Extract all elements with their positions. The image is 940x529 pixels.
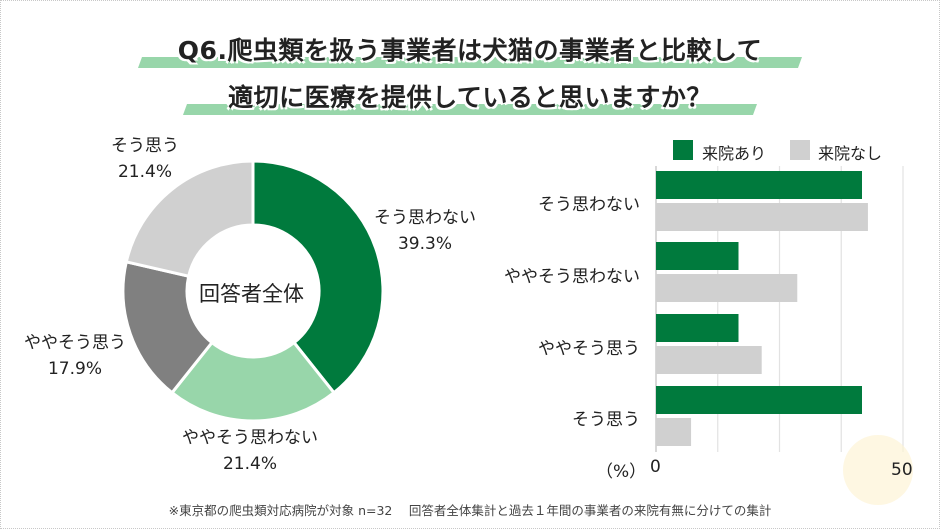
axis-tick-0: 0 <box>650 457 661 477</box>
segment-label: ややそう思う <box>24 333 126 353</box>
segment-label: そう思わない <box>374 208 476 228</box>
legend-label-raiin-nashi: 来院なし <box>818 144 883 163</box>
legend-label-raiin-ari: 来院あり <box>702 144 767 163</box>
segment-percent: 39.3% <box>397 234 452 254</box>
bar-category-label: そう思わない <box>538 195 640 215</box>
donut-segment <box>124 159 255 278</box>
bar <box>656 171 862 199</box>
footnote: ※東京都の爬虫類対応病院が対象 n=32 回答者全体集計と過去１年間の事業者の来… <box>168 503 772 518</box>
bar <box>656 274 798 302</box>
bar <box>656 203 868 231</box>
segment-label: そう思う <box>111 136 179 156</box>
segment-percent: 17.9% <box>47 359 102 379</box>
segment-label: ややそう思わない <box>182 428 318 448</box>
legend-swatch-raiin-nashi <box>790 140 810 160</box>
donut-segment <box>251 159 385 395</box>
watermark-logo <box>843 435 913 505</box>
title-line-1: Q6.爬虫類を扱う事業者は犬猫の事業者と比較して <box>0 31 940 67</box>
axis-unit-label: （%） <box>596 462 647 482</box>
donut-segment <box>169 340 337 423</box>
title-line-2: 適切に医療を提供していると思いますか？ <box>0 78 940 114</box>
bar <box>656 314 739 342</box>
bar <box>656 346 762 374</box>
bar-category-label: そう思う <box>572 410 640 430</box>
segment-percent: 21.4% <box>222 454 277 474</box>
segment-percent: 21.4% <box>117 162 172 182</box>
bar <box>656 418 692 446</box>
donut-center-label: 回答者全体 <box>199 282 304 306</box>
title-text-2: 適切に医療を提供していると思いますか？ <box>228 83 712 112</box>
bar-category-label: ややそう思う <box>538 339 640 359</box>
donut-label-sou-omowanai: そう思わない 39.3% <box>360 205 490 257</box>
donut-chart <box>121 159 385 423</box>
title-text-1: Q6.爬虫類を扱う事業者は犬猫の事業者と比較して <box>177 36 763 65</box>
bar-category-label: ややそう思わない <box>504 267 640 287</box>
legend-swatch-raiin-ari <box>673 140 693 160</box>
bar <box>656 242 739 270</box>
donut-label-sou-omou: そう思う 21.4% <box>95 133 195 185</box>
donut-label-yaya-sou-omowanai: ややそう思わない 21.4% <box>165 425 335 477</box>
donut-label-yaya-sou-omou: ややそう思う 17.9% <box>10 330 140 382</box>
axis-tick-50: 50 <box>891 460 913 480</box>
bar-chart <box>655 166 904 452</box>
bar <box>656 386 862 414</box>
donut-segment <box>121 260 215 395</box>
